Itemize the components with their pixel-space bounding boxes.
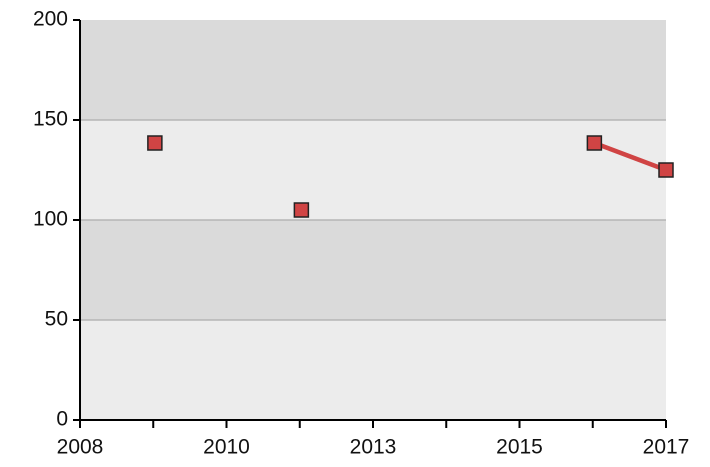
x-tick-label: 2015 — [496, 436, 543, 459]
y-tick-label: 200 — [33, 8, 68, 31]
x-tick-label: 2008 — [57, 436, 104, 459]
plot-band — [80, 220, 666, 320]
y-tick-label: 50 — [45, 308, 68, 331]
y-tick-label: 150 — [33, 108, 68, 131]
x-tick-label: 2010 — [203, 436, 250, 459]
marker — [293, 202, 310, 218]
plot-band — [80, 320, 666, 420]
plot-band — [80, 120, 666, 220]
x-tick-label: 2013 — [350, 436, 397, 459]
line — [593, 140, 667, 173]
marker — [147, 135, 163, 151]
marker — [586, 135, 603, 151]
y-tick-label: 100 — [33, 208, 68, 231]
x-tick-label: 2017 — [643, 436, 690, 459]
marker — [658, 162, 674, 178]
y-tick-label: 0 — [56, 408, 68, 431]
plot-band — [80, 20, 666, 120]
